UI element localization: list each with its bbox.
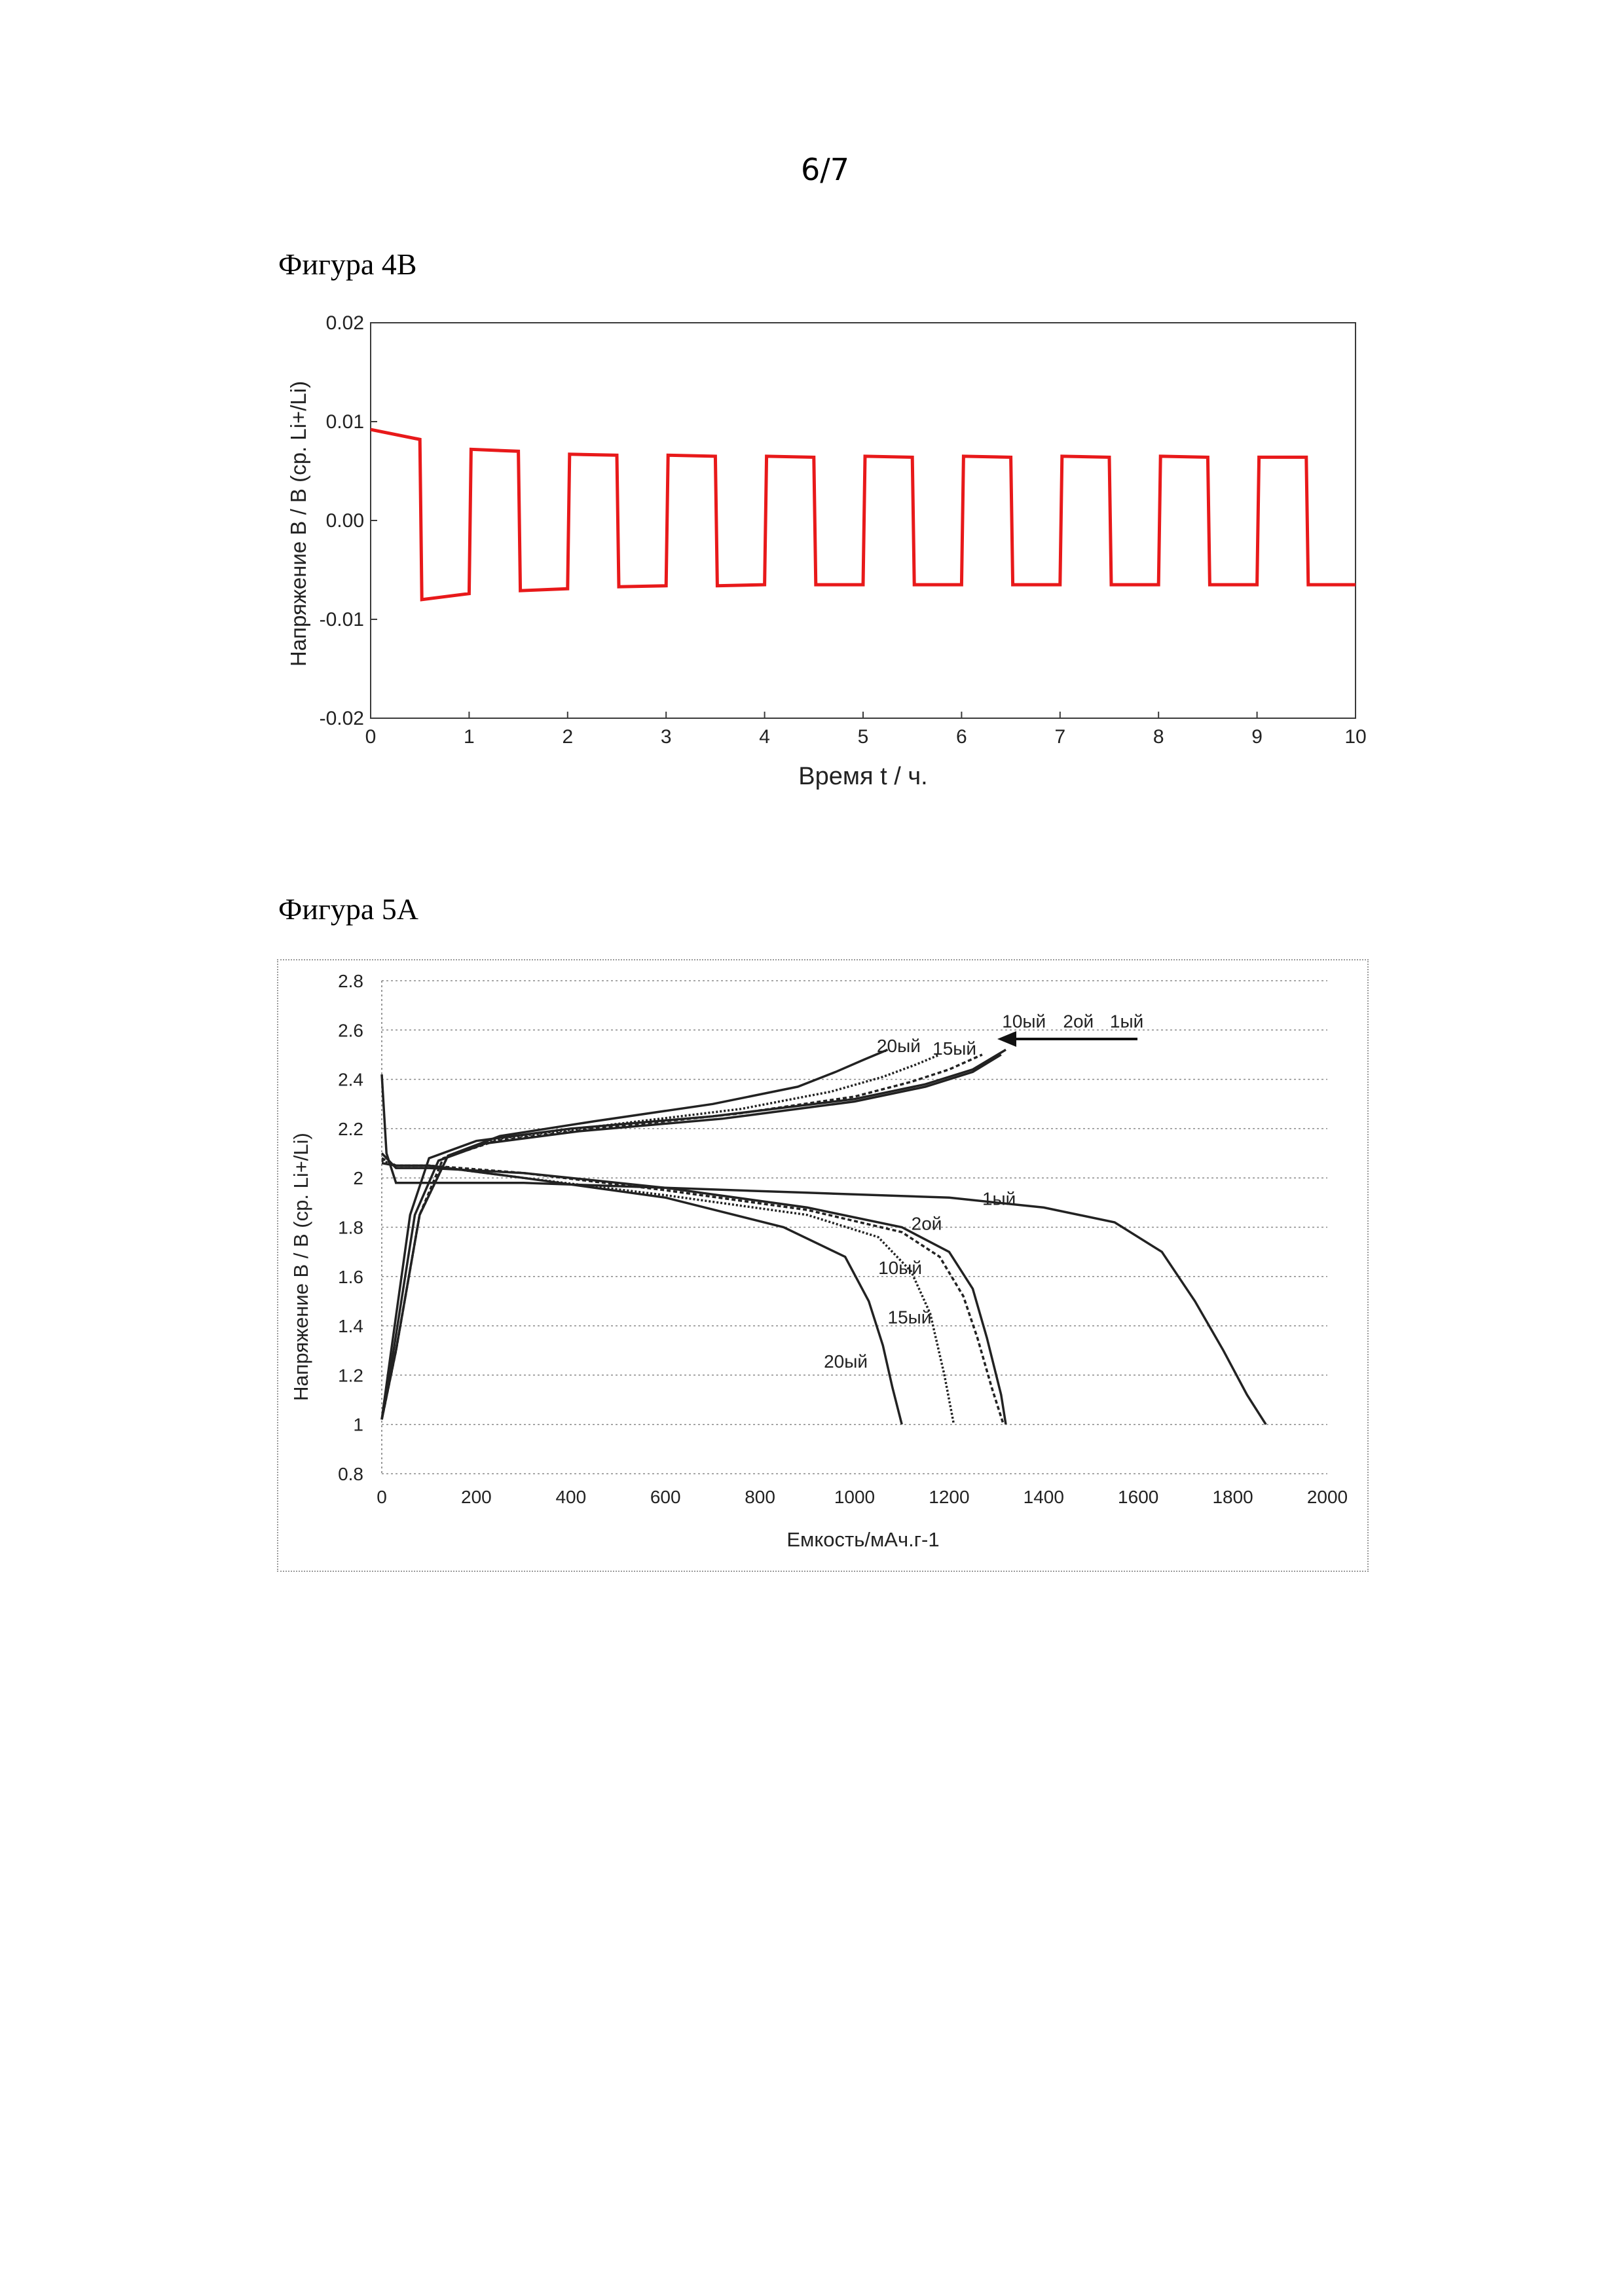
cycle-annotation: 15ый — [932, 1038, 976, 1059]
y-tick-label: 2.4 — [338, 1070, 363, 1090]
y-tick-label: 1.6 — [338, 1267, 363, 1287]
y-tick-label: 0.8 — [338, 1464, 363, 1484]
x-tick-label: 600 — [650, 1487, 681, 1507]
cycle-annotation: 15ый — [888, 1307, 932, 1327]
x-tick-label: 400 — [555, 1487, 586, 1507]
cycle-curve — [382, 1074, 1266, 1425]
x-axis-label: Емкость/мАч.г-1 — [786, 1528, 939, 1551]
cycle-curve — [382, 1161, 954, 1425]
y-tick-label: 1 — [353, 1415, 363, 1435]
x-tick-label: 200 — [461, 1487, 492, 1507]
y-tick-labels: 0.8 1 1.2 1.4 1.6 1.8 2 2.2 2.4 2.6 2.8 — [338, 971, 363, 1484]
y-tick-label: 1.8 — [338, 1218, 363, 1238]
y-tick-label: 1.4 — [338, 1316, 363, 1336]
y-tick-label: 2.8 — [338, 971, 363, 991]
x-tick-labels: 0 200 400 600 800 1000 1200 1400 1600 1800 2000 — [377, 1487, 1348, 1507]
cycle-annotation: 1ый — [1110, 1011, 1143, 1032]
cycle-annotation: 2ой — [1063, 1011, 1094, 1032]
cycle-annotation: 10ый — [1002, 1011, 1046, 1032]
y-tick-label: 1.2 — [338, 1365, 363, 1385]
x-tick-label: 1400 — [1024, 1487, 1064, 1507]
x-tick-label: 1000 — [834, 1487, 875, 1507]
cycle-annotation: 10ый — [878, 1258, 922, 1278]
gridlines — [382, 981, 1327, 1474]
cycle-curve — [382, 1158, 1003, 1425]
x-tick-label: 0 — [377, 1487, 387, 1507]
cycle-annotation: 20ый — [877, 1036, 921, 1056]
cycle-annotation: 20ый — [824, 1351, 868, 1372]
figure-5a-chart: 0.8 1 1.2 1.4 1.6 1.8 2 2.2 2.4 2.6 2.8 0 200 400 600… — [0, 0, 1624, 1604]
x-tick-label: 800 — [745, 1487, 775, 1507]
x-tick-label: 2000 — [1307, 1487, 1348, 1507]
cycle-curve — [382, 1163, 902, 1425]
cycle-annotation: 1ый — [982, 1189, 1016, 1209]
x-tick-label: 1200 — [929, 1487, 969, 1507]
y-tick-label: 2.6 — [338, 1020, 363, 1040]
cycle-curve — [382, 1055, 1001, 1419]
x-tick-label: 1800 — [1212, 1487, 1253, 1507]
y-axis-label: Напряжение В / В (ср. Li+/Li) — [289, 1133, 312, 1401]
cycle-annotation: 2ой — [912, 1213, 942, 1233]
x-tick-label: 1600 — [1118, 1487, 1158, 1507]
arrow-indicator — [997, 1031, 1137, 1047]
y-tick-label: 2 — [353, 1168, 363, 1188]
cycle-curve — [382, 1049, 1006, 1419]
y-tick-label: 2.2 — [338, 1119, 363, 1139]
